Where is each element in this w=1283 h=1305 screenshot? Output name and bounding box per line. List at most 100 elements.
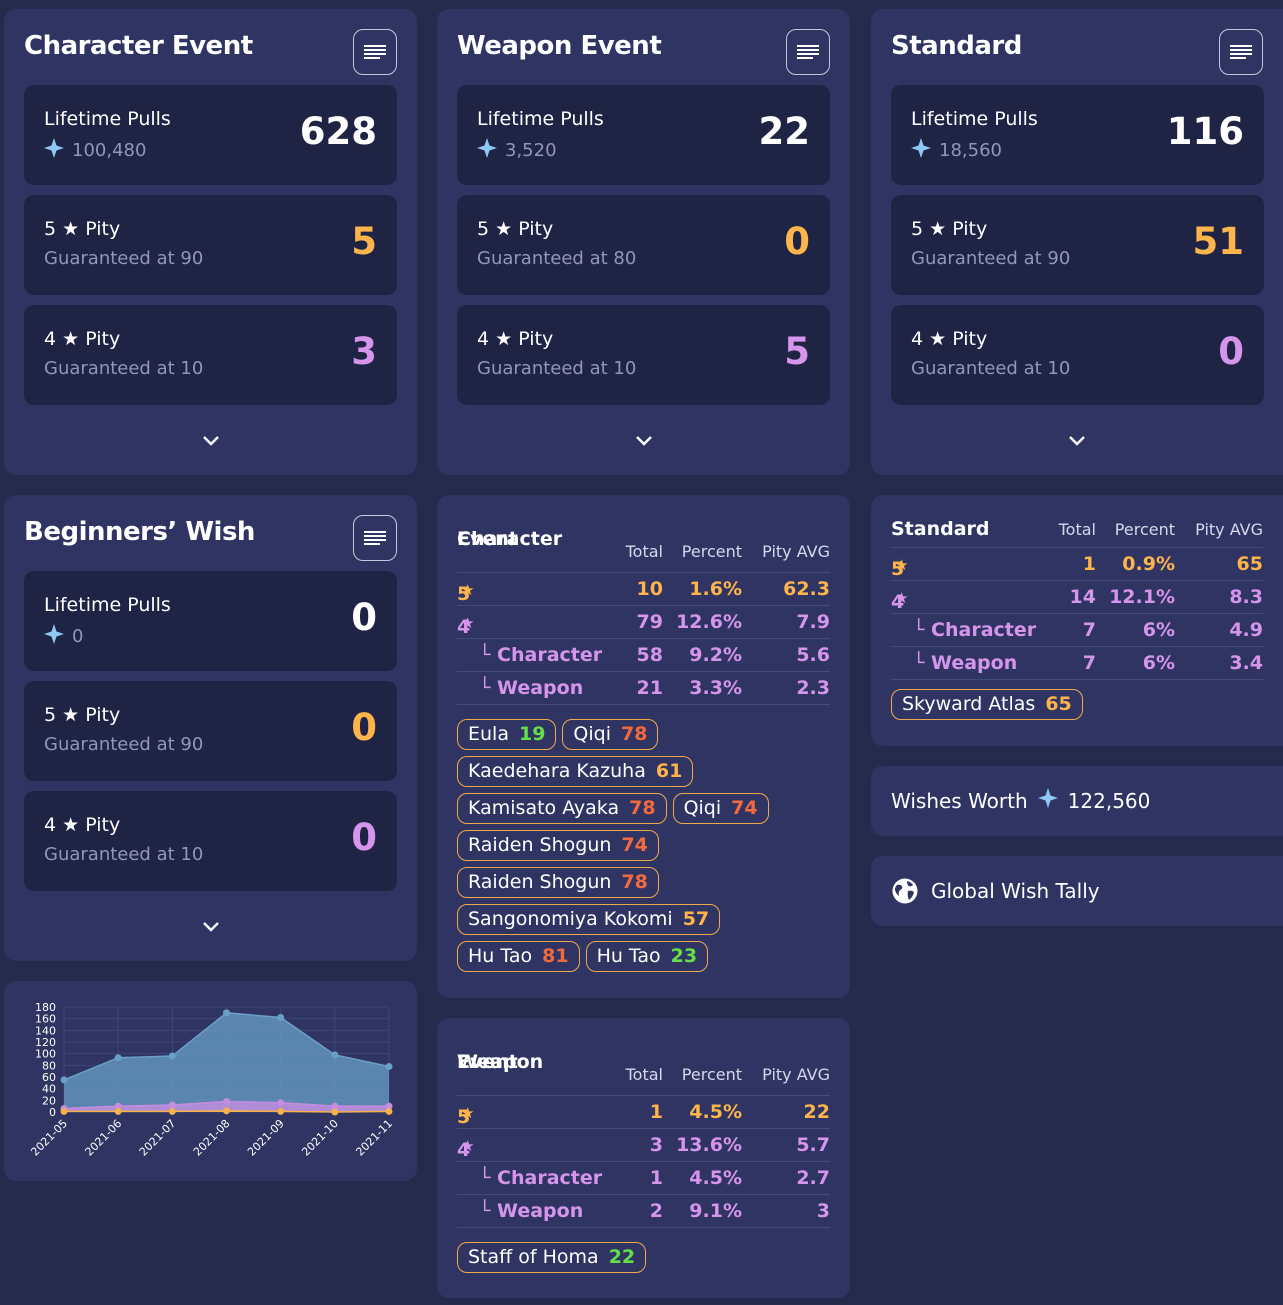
cell-total: 14 [1069,586,1096,608]
chevron-down-icon[interactable] [1067,435,1087,447]
cell-avg: 7.9 [796,611,830,633]
table-row: └ Weapon 21 3.3% 2.3 [457,672,830,705]
lifetime-gems: 100,480 [44,138,146,163]
item-tag[interactable]: Hu Tao 81 [457,941,580,972]
x-tick-label: 2021-09 [245,1117,287,1159]
y-tick-label: 180 [35,1001,56,1014]
data-point [223,1107,230,1115]
y-tick-label: 0 [49,1106,56,1119]
five-pity-sub: Guaranteed at 90 [44,734,204,755]
list-menu-icon [364,531,386,545]
item-tag[interactable]: Staff of Homa 22 [457,1242,647,1273]
lifetime-value: 628 [299,110,377,153]
category-line-2: Event [457,528,518,550]
table-row: └ Weapon 7 6% 3.4 [891,647,1263,680]
cell-avg: 65 [1236,553,1263,575]
category-line-1: Weapon [457,1051,544,1073]
data-point [60,1107,68,1115]
character-event-panel: Character Event Lifetime Pulls 100,480 6… [4,9,417,475]
table-row: └ Weapon 2 9.1% 3 [457,1195,830,1228]
four-pity-sub: Guaranteed at 10 [44,844,204,865]
header-pity-avg: Pity AVG [762,542,830,561]
chevron-down-icon[interactable] [201,435,221,447]
cell-total: 1 [649,1101,663,1123]
data-point [385,1102,393,1110]
item-name: Kaedehara Kazuha [468,760,646,782]
lifetime-pulls-card: Lifetime Pulls 3,520 22 [457,85,830,185]
weapon-event-stats-panel: Weapon Event Total Percent Pity AVG 5 ★ 1 4.… [437,1018,850,1298]
cell-total: 2 [649,1200,663,1222]
item-tag[interactable]: Raiden Shogun 78 [457,867,659,898]
cell-pct: 4.5% [689,1101,742,1123]
data-point [223,1009,230,1017]
menu-button[interactable] [353,515,397,561]
five-star-pity-card: 5 ★ Pity Guaranteed at 90 5 [24,195,397,295]
menu-button[interactable] [786,29,830,75]
four-star-pity-card: 4 ★ Pity Guaranteed at 10 5 [457,305,830,405]
item-pity: 74 [621,834,648,856]
gems-value: 3,520 [505,140,557,161]
global-wish-tally-button[interactable]: Global Wish Tally [871,856,1283,926]
cell-pct: 4.5% [689,1167,742,1189]
cell-avg: 8.3 [1229,586,1263,608]
global-wish-tally-label: Global Wish Tally [931,879,1100,903]
item-name: Qiqi [683,797,722,819]
item-tag[interactable]: Qiqi 78 [562,719,659,750]
item-tag[interactable]: Qiqi 74 [672,793,769,824]
chevron-down-icon[interactable] [634,435,654,447]
table-row: 5 ★ 10 1.6% 62.3 [457,573,830,606]
lifetime-pulls-card: Lifetime Pulls 0 0 [24,571,397,671]
chevron-down-icon[interactable] [201,921,221,933]
primogem-icon [44,138,64,163]
y-tick-label: 120 [35,1036,56,1049]
menu-button[interactable] [1219,29,1263,75]
cell-pct: 12.1% [1109,586,1175,608]
pulls-chart-panel: 0 20 40 60 80 100 120 140 160 180 2021-05 2021-06 20… [4,981,417,1181]
x-tick-label: 2021-11 [353,1117,395,1159]
item-pity: 23 [670,945,698,967]
standard-panel: Standard Lifetime Pulls 18,560 116 5 ★ P… [871,9,1283,475]
cell-pct: 6% [1142,619,1175,641]
header-pity-avg: Pity AVG [1195,520,1263,539]
item-tag[interactable]: Sangonomiya Kokomi 57 [457,904,721,935]
item-tag[interactable]: Kamisato Ayaka 78 [457,793,667,824]
weapon-event-panel: Weapon Event Lifetime Pulls 3,520 22 5 ★… [437,9,850,475]
item-name: Sangonomiya Kokomi [468,908,673,930]
cell-pct: 6% [1142,652,1175,674]
data-point [114,1102,122,1110]
character-event-stats-panel: Character Event Total Percent Pity AVG 5 ★… [437,495,850,998]
header-total: Total [1058,520,1096,539]
weapon-event-table: Weapon Event Total Percent Pity AVG 5 ★ 1 4.… [457,1036,830,1228]
item-tag[interactable]: Eula 19 [457,719,557,750]
item-tag[interactable]: Skyward Atlas 65 [891,689,1083,720]
item-pity: 19 [518,723,546,745]
cell-total: 79 [636,611,663,633]
menu-button[interactable] [353,29,397,75]
row-label: 5 ★ [891,553,908,580]
data-point [331,1102,339,1110]
header-total: Total [625,1065,663,1084]
row-label: └ Weapon [913,652,1018,674]
row-label-text: 5 [457,583,471,605]
item-tag[interactable]: Raiden Shogun 74 [457,830,659,861]
primogem-icon [44,624,64,649]
four-star-pity-card: 4 ★ Pity Guaranteed at 10 0 [891,305,1264,405]
cell-total: 58 [636,644,663,666]
cell-avg: 3 [816,1200,830,1222]
item-tag[interactable]: Kaedehara Kazuha 61 [457,756,694,787]
item-pity: 57 [682,908,710,930]
five-pity-sub: Guaranteed at 90 [44,248,204,269]
row-label: └ Character [479,1167,603,1189]
star-icon: ★ [461,581,475,599]
cell-pct: 1.6% [689,578,742,600]
five-pity-label: 5 ★ Pity [477,218,554,240]
beginners-wish-panel: Beginners’ Wish Lifetime Pulls 0 0 5 ★ P… [4,495,417,961]
item-name: Qiqi [573,723,611,745]
cell-total: 3 [649,1134,663,1156]
row-label: 5 ★ [457,1101,474,1128]
row-label: └ Character [913,619,1037,641]
item-tag[interactable]: Hu Tao 23 [585,941,709,972]
lifetime-label: Lifetime Pulls [44,108,171,130]
five-pity-label: 5 ★ Pity [44,704,121,726]
